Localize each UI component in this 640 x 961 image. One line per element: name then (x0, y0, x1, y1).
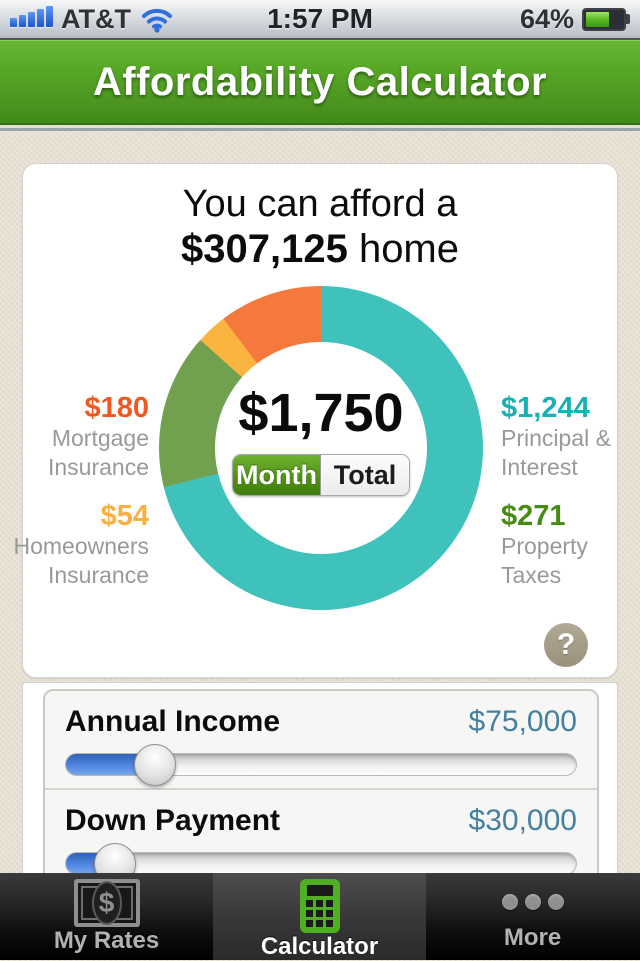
down-payment-label: Down Payment (65, 804, 281, 837)
battery-icon (582, 7, 630, 31)
headline-prefix: You can afford a (182, 183, 458, 225)
dollar-bill-icon: $ (73, 879, 140, 927)
help-button[interactable]: ? (544, 623, 588, 667)
down-payment-slider[interactable] (65, 842, 577, 885)
home-price: $307,125 (180, 227, 348, 271)
tab-more-label: More (503, 924, 562, 951)
status-bar: AT&T 1:57 PM 64% (0, 0, 640, 40)
tab-bar: $ My Rates Calculator More (0, 873, 640, 960)
mortgage-insurance-label-1: Mortgage (51, 425, 149, 451)
month-toggle-button[interactable]: Month (233, 455, 321, 495)
homeowners-insurance-label-2: Insurance (47, 562, 149, 588)
monthly-payment-amount: $1,750 (238, 383, 404, 443)
annual-income-value: $75,000 (468, 705, 577, 738)
tab-my-rates[interactable]: $ My Rates (0, 873, 213, 960)
down-payment-row: Down Payment $30,000 (45, 788, 597, 887)
mortgage-insurance-value: $180 (84, 392, 149, 424)
down-payment-value: $30,000 (468, 804, 577, 837)
header-divider (0, 128, 640, 131)
tab-calculator-label: Calculator (260, 933, 379, 960)
tab-calculator[interactable]: Calculator (213, 873, 426, 960)
tab-more[interactable]: More (426, 873, 639, 960)
ellipsis-icon (501, 879, 564, 924)
property-taxes-label-2: Taxes (501, 562, 562, 588)
principal-interest-label-1: Principal & (501, 425, 611, 451)
calculator-icon (299, 879, 340, 933)
legend-right: $1,244 Principal & Interest $271 Propert… (501, 392, 640, 590)
affordability-card: You can afford a $307,125 home $1,750 Mo… (14, 163, 618, 678)
annual-income-label: Annual Income (65, 705, 281, 738)
month-total-toggle: Month Total (232, 454, 410, 496)
affordability-headline: You can afford a $307,125 home (23, 182, 617, 272)
property-taxes-value: $271 (501, 500, 566, 532)
carrier-label: AT&T (61, 3, 131, 34)
annual-income-slider[interactable] (65, 743, 577, 786)
tab-my-rates-label: My Rates (53, 927, 160, 954)
payment-donut-chart (159, 286, 483, 610)
headline-suffix: home (347, 227, 459, 271)
property-taxes-label-1: Property (501, 533, 588, 559)
principal-interest-value: $1,244 (501, 392, 590, 424)
app-header: Affordability Calculator (0, 40, 640, 125)
total-toggle-button[interactable]: Total (321, 455, 409, 495)
battery-percent-label: 64% (519, 3, 574, 34)
principal-interest-label-2: Interest (501, 454, 578, 480)
mortgage-insurance-label-2: Insurance (47, 454, 149, 480)
sliders-panel: Annual Income $75,000 Down Payment $30,0… (43, 689, 599, 889)
annual-income-row: Annual Income $75,000 (45, 691, 597, 788)
annual-income-slider-knob[interactable] (134, 743, 177, 786)
wifi-icon (141, 8, 172, 33)
clock: 1:57 PM (267, 3, 373, 34)
inputs-section: Annual Income $75,000 Down Payment $30,0… (22, 682, 618, 889)
homeowners-insurance-label-1: Homeowners (13, 533, 150, 559)
legend-left: $180 Mortgage Insurance $54 Homeowners I… (0, 392, 150, 590)
page-title: Affordability Calculator (92, 59, 548, 104)
signal-strength-icon (10, 6, 53, 30)
homeowners-insurance-value: $54 (100, 500, 149, 532)
